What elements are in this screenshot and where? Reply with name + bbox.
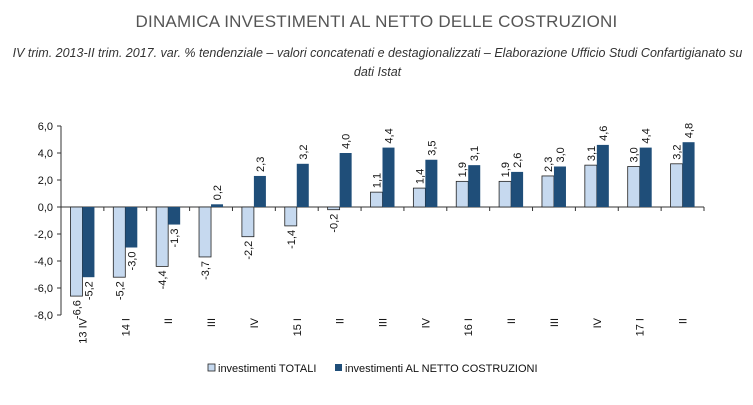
bar-netto <box>168 207 181 225</box>
data-label: 4,8 <box>684 123 696 138</box>
data-label: 4,4 <box>641 128 653 143</box>
bar-netto <box>468 165 481 207</box>
x-tick-label: 16 I <box>463 318 475 336</box>
y-tick-label: 6,0 <box>38 121 53 133</box>
data-label: 0,2 <box>212 185 224 200</box>
data-label: -6,6 <box>71 300 83 319</box>
x-tick-label: IV <box>249 317 261 328</box>
bar-totali <box>327 206 341 211</box>
legend-label: investimenti AL NETTO COSTRUZIONI <box>345 363 538 375</box>
data-label: 3,0 <box>629 147 641 162</box>
bar-totali <box>241 206 255 238</box>
bar-netto <box>339 153 352 207</box>
x-tick-label: 15 I <box>292 318 304 336</box>
data-label: 1,9 <box>457 162 469 177</box>
x-tick-label: II <box>335 318 347 324</box>
bar-netto <box>682 142 695 207</box>
y-tick-label: -8,0 <box>34 310 53 322</box>
bar-totali <box>412 187 426 208</box>
data-label: -5,2 <box>114 281 126 300</box>
x-tick-label: II <box>506 318 518 324</box>
bar-netto <box>596 144 609 207</box>
bar-totali <box>584 164 598 208</box>
data-label: 3,1 <box>469 146 481 161</box>
bar-netto <box>211 204 224 207</box>
bar-netto <box>511 171 524 207</box>
bar-totali <box>70 206 83 297</box>
bar-netto <box>553 166 566 207</box>
y-tick-label: 0,0 <box>38 202 53 214</box>
chart-subtitle: IV trim. 2013-II trim. 2017. var. % tend… <box>12 46 743 79</box>
data-label: 1,9 <box>500 162 512 177</box>
data-label: -1,4 <box>286 230 298 249</box>
bar-totali <box>541 175 555 208</box>
data-label: 1,4 <box>414 169 426 184</box>
x-tick-label: 13 IV <box>77 317 89 343</box>
data-label: 2,6 <box>512 153 524 168</box>
data-label: -0,2 <box>329 214 341 233</box>
bar-totali <box>670 163 683 208</box>
data-label: 4,6 <box>598 126 610 141</box>
x-tick-label: III <box>549 318 561 327</box>
bar-totali <box>284 206 298 227</box>
y-tick-label: -4,0 <box>34 256 53 268</box>
data-label: 2,3 <box>543 157 555 172</box>
x-tick-label: 14 I <box>120 318 132 336</box>
y-tick-label: 2,0 <box>38 175 53 187</box>
x-tick-label: II <box>163 318 175 324</box>
data-label: 3,2 <box>672 145 684 160</box>
x-tick-label: 17 I <box>635 318 647 336</box>
bar-totali <box>198 206 212 258</box>
data-label: -4,4 <box>157 270 169 289</box>
x-tick-label: IV <box>592 317 604 328</box>
bar-netto <box>296 163 309 207</box>
x-tick-label: III <box>378 318 390 327</box>
bar-totali <box>112 206 126 278</box>
data-label: 4,4 <box>384 128 396 143</box>
data-label: -2,2 <box>243 241 255 260</box>
bar-totali <box>498 180 512 208</box>
data-label: 4,0 <box>341 134 353 149</box>
bar-netto <box>425 159 438 207</box>
bar-totali <box>370 191 383 208</box>
x-tick-label: IV <box>420 317 432 328</box>
data-label: 1,1 <box>372 173 384 188</box>
data-label: -1,3 <box>169 229 181 248</box>
data-label: 3,5 <box>426 140 438 155</box>
bar-netto <box>382 147 395 207</box>
bar-netto <box>82 207 95 278</box>
legend-label: investimenti TOTALI <box>218 363 316 375</box>
legend-swatch <box>207 363 216 372</box>
y-tick-label: -2,0 <box>34 229 53 241</box>
bar-netto <box>639 147 652 207</box>
data-label: 3,2 <box>298 145 310 160</box>
bar-totali <box>627 166 641 208</box>
bar-netto <box>125 207 138 248</box>
bar-totali <box>155 206 169 267</box>
x-tick-label: II <box>678 318 690 324</box>
legend-swatch <box>335 364 342 371</box>
x-tick-label: III <box>206 318 218 327</box>
y-tick-label: -6,0 <box>34 283 53 295</box>
chart-title: DINAMICA INVESTIMENTI AL NETTO DELLE COS… <box>135 12 618 31</box>
data-label: 3,0 <box>555 147 567 162</box>
bar-netto <box>253 175 266 207</box>
bar-totali <box>455 180 469 208</box>
data-label: -5,2 <box>83 281 95 300</box>
data-label: -3,7 <box>200 261 212 280</box>
data-label: -3,0 <box>126 252 138 271</box>
data-label: 3,1 <box>586 146 598 161</box>
y-tick-label: 4,0 <box>38 148 53 160</box>
data-label: 2,3 <box>255 157 267 172</box>
